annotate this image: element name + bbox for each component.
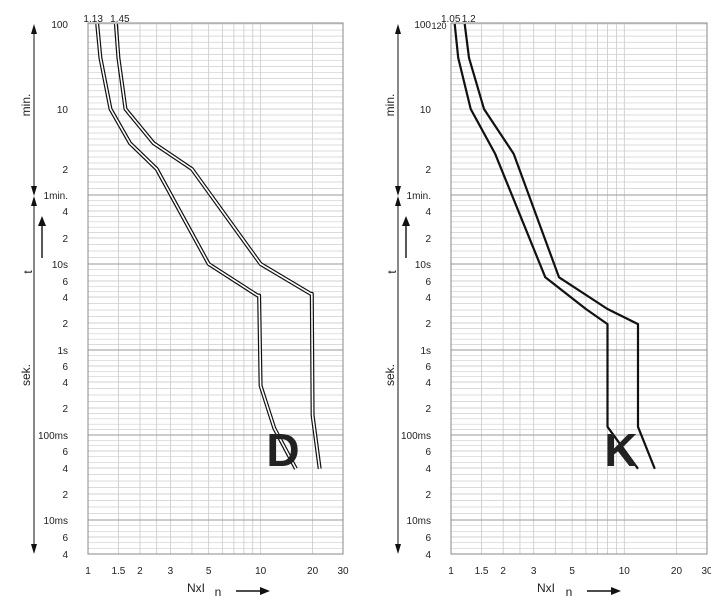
x-tick-label: 1 bbox=[85, 566, 91, 577]
x-tick-label: 1.5 bbox=[475, 566, 489, 577]
curve-1.45-inner bbox=[115, 23, 321, 469]
y-label-min: min. bbox=[19, 94, 33, 117]
y-tick-label: 4 bbox=[62, 293, 68, 304]
x-tick-label: 3 bbox=[168, 566, 174, 577]
y-tick-label: 1min. bbox=[44, 191, 68, 202]
y-tick-label: 4 bbox=[425, 550, 431, 561]
y-tick-label: 100ms bbox=[38, 431, 68, 442]
top-label: 1.45 bbox=[110, 14, 130, 25]
y-tick-label: 2 bbox=[425, 165, 431, 176]
x-arrow-label: n bbox=[215, 585, 222, 599]
y-tick-label: 2 bbox=[425, 319, 431, 330]
y-label-sek: sek. bbox=[383, 364, 397, 386]
y-tick-label: 2 bbox=[62, 490, 68, 501]
y-label-t: t bbox=[385, 270, 399, 274]
y-tick-label: 100 bbox=[51, 20, 68, 31]
grid bbox=[450, 23, 708, 555]
top-label: 1.2 bbox=[462, 14, 476, 25]
top-label-extra: 120 bbox=[431, 21, 446, 31]
x-label: NxI bbox=[187, 581, 205, 595]
axis-arrow-down bbox=[395, 186, 401, 196]
y-tick-label: 100 bbox=[414, 20, 431, 31]
y-tick-label: 4 bbox=[62, 207, 68, 218]
x-tick-label: 3 bbox=[531, 566, 537, 577]
axis-arrow-down bbox=[395, 544, 401, 554]
x-tick-label: 1.5 bbox=[111, 566, 125, 577]
t-arrow-head bbox=[38, 216, 46, 226]
y-tick-label: 6 bbox=[425, 362, 431, 373]
x-tick-label: 5 bbox=[569, 566, 575, 577]
y-tick-label: 10ms bbox=[407, 516, 431, 527]
y-tick-label: 1s bbox=[420, 346, 431, 357]
axis-arrow-up bbox=[31, 196, 37, 206]
top-label: 1.05 bbox=[441, 14, 461, 25]
y-tick-label: 4 bbox=[62, 378, 68, 389]
y-tick-label: 10ms bbox=[44, 516, 68, 527]
x-tick-label: 20 bbox=[671, 566, 683, 577]
top-label: 1.13 bbox=[83, 14, 103, 25]
y-tick-label: 6 bbox=[425, 533, 431, 544]
t-arrow-head bbox=[402, 216, 410, 226]
y-tick-label: 4 bbox=[425, 207, 431, 218]
y-tick-label: 2 bbox=[62, 165, 68, 176]
x-tick-label: 2 bbox=[137, 566, 143, 577]
x-tick-label: 20 bbox=[307, 566, 319, 577]
y-tick-label: 10 bbox=[420, 105, 432, 116]
y-tick-label: 2 bbox=[425, 404, 431, 415]
y-tick-label: 2 bbox=[62, 319, 68, 330]
y-tick-label: 10s bbox=[52, 260, 68, 271]
axis-arrow-down bbox=[31, 544, 37, 554]
y-tick-label: 4 bbox=[62, 550, 68, 561]
y-tick-label: 2 bbox=[425, 490, 431, 501]
curve-type-letter: K bbox=[604, 424, 637, 476]
axis-arrow-down bbox=[31, 186, 37, 196]
plot-frame bbox=[87, 22, 344, 555]
y-tick-label: 6 bbox=[62, 277, 68, 288]
x-tick-label: 1 bbox=[448, 566, 454, 577]
y-tick-label: 2 bbox=[425, 234, 431, 245]
x-tick-label: 2 bbox=[500, 566, 506, 577]
x-tick-label: 30 bbox=[701, 566, 711, 577]
trip-curve-panel-d: 100 10 2 1min. 4 2 10s 6 4 2 1s 6 4 2 100ms 6 4 2 10ms 6 4 1 1… bbox=[19, 14, 349, 599]
y-tick-label: 4 bbox=[425, 464, 431, 475]
y-tick-label: 4 bbox=[425, 293, 431, 304]
y-tick-label: 4 bbox=[62, 464, 68, 475]
x-label: NxI bbox=[537, 581, 555, 595]
trip-curve-panel-k: 100 10 2 1min. 4 2 10s 6 4 2 1s 6 4 2 100ms 6 4 2 10ms 6 4 1 1… bbox=[383, 14, 711, 599]
plot-frame bbox=[450, 22, 708, 555]
y-tick-label: 10s bbox=[415, 260, 431, 271]
y-tick-label: 6 bbox=[62, 447, 68, 458]
axis-arrow-up bbox=[395, 196, 401, 206]
curve-1.2 bbox=[463, 23, 656, 470]
curve-1.05 bbox=[453, 23, 639, 470]
y-tick-label: 6 bbox=[62, 362, 68, 373]
y-label-sek: sek. bbox=[19, 364, 33, 386]
x-tick-label: 10 bbox=[619, 566, 631, 577]
axis-arrow-up bbox=[31, 24, 37, 34]
y-tick-label: 1s bbox=[57, 346, 68, 357]
n-arrow-head bbox=[260, 587, 270, 595]
n-arrow-head bbox=[611, 587, 621, 595]
x-arrow-label: n bbox=[566, 585, 573, 599]
y-tick-label: 10 bbox=[57, 105, 69, 116]
y-tick-label: 2 bbox=[62, 404, 68, 415]
y-tick-label: 2 bbox=[62, 234, 68, 245]
x-tick-label: 30 bbox=[337, 566, 349, 577]
x-tick-label: 10 bbox=[255, 566, 267, 577]
y-tick-label: 6 bbox=[62, 533, 68, 544]
axis-arrow-up bbox=[395, 24, 401, 34]
y-tick-label: 6 bbox=[425, 447, 431, 458]
y-tick-label: 4 bbox=[425, 378, 431, 389]
y-tick-label: 6 bbox=[425, 277, 431, 288]
y-tick-label: 100ms bbox=[401, 431, 431, 442]
y-label-min: min. bbox=[383, 94, 397, 117]
y-label-t: t bbox=[21, 270, 35, 274]
y-tick-label: 1min. bbox=[407, 191, 431, 202]
x-tick-label: 5 bbox=[206, 566, 212, 577]
curve-type-letter: D bbox=[266, 424, 299, 476]
curve-1.13-inner bbox=[96, 23, 297, 470]
